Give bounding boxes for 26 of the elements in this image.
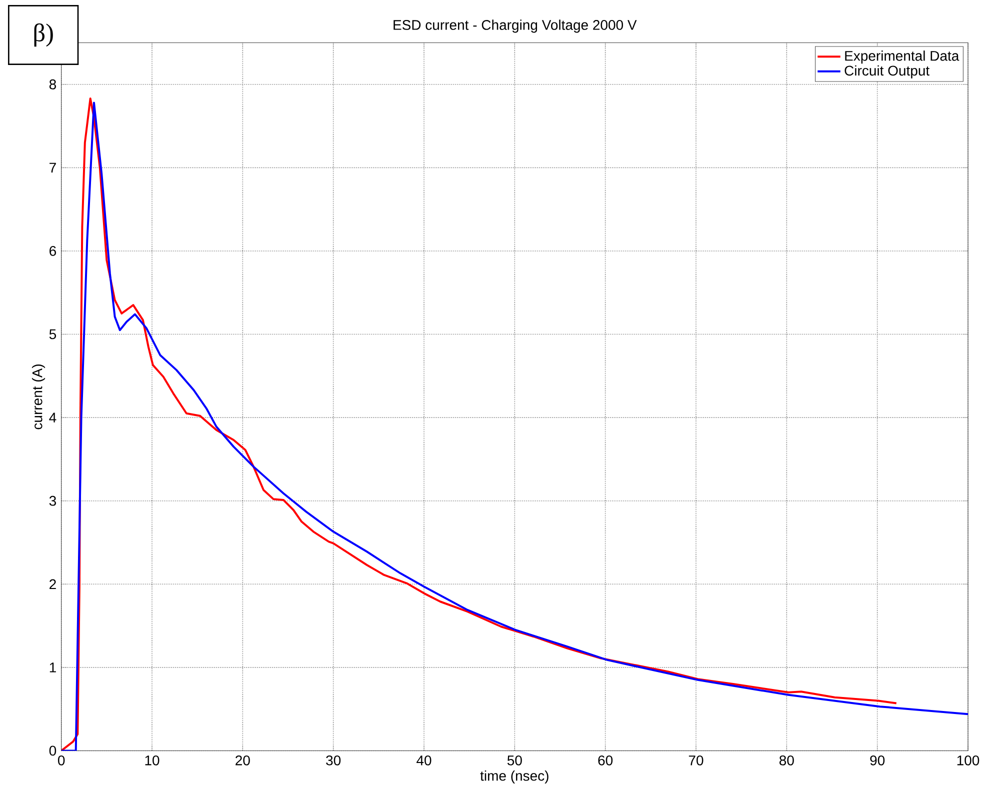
y-tick-label: 5 [49, 329, 56, 340]
y-tick-label: 6 [50, 246, 56, 256]
legend-label: Experimental Data [845, 50, 960, 64]
y-axis-title: current (A) [32, 364, 46, 430]
x-tick-label: 60 [598, 755, 613, 766]
x-tick-label: 90 [870, 755, 885, 766]
y-tick-label: 0 [49, 746, 56, 756]
chart-title: ESD current - Charging Voltage 2000 V [394, 20, 637, 33]
x-tick-label: 80 [779, 755, 794, 766]
y-tick-label: 4 [49, 412, 56, 422]
y-tick-label: 1 [50, 662, 56, 672]
x-tick-label: 10 [145, 755, 160, 766]
y-tick-label: 2 [50, 579, 56, 590]
y-tick-label: 3 [49, 496, 56, 506]
x-tick-label: 40 [416, 755, 432, 766]
x-tick-label: 70 [688, 755, 704, 766]
x-tick-label: 0 [58, 755, 65, 766]
text: β) [34, 23, 53, 47]
y-tick-label: 8 [49, 79, 56, 90]
x-axis-title: time (nsec) [480, 770, 548, 784]
y-tick-label: 7 [50, 162, 56, 172]
legend-label: Circuit Output [844, 65, 930, 78]
x-tick-label: 20 [236, 755, 250, 766]
x-tick-label: 30 [326, 755, 341, 766]
x-tick-label: 50 [507, 755, 522, 766]
x-tick-label: 100 [957, 755, 980, 766]
